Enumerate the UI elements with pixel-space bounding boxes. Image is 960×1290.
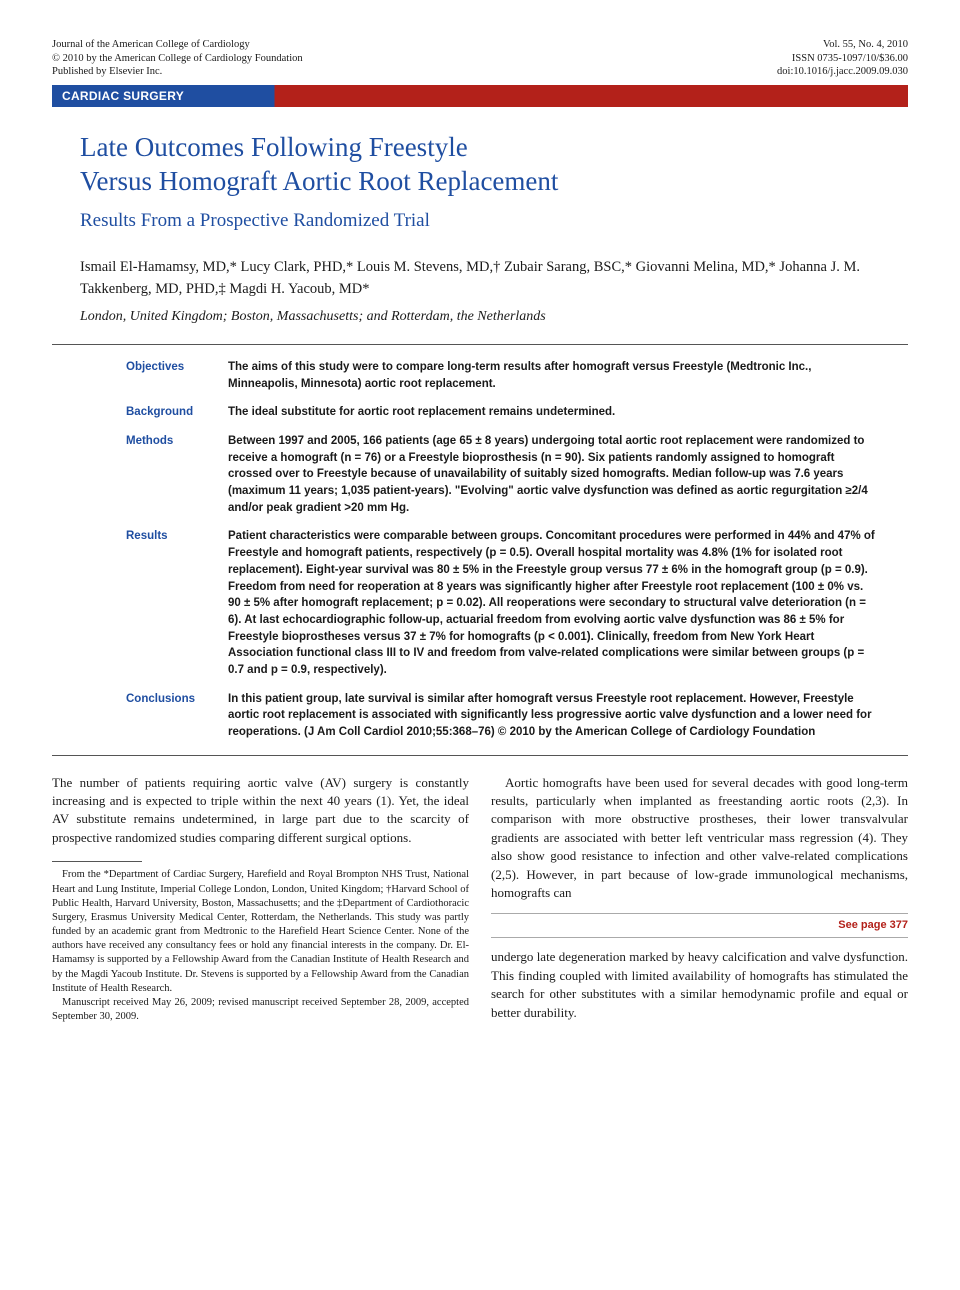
abstract-text: Between 1997 and 2005, 166 patients (age… — [228, 433, 878, 516]
divider — [52, 344, 908, 345]
author-list: Ismail El-Hamamsy, MD,* Lucy Clark, PHD,… — [52, 257, 908, 301]
abstract-label: Conclusions — [126, 691, 228, 741]
body-column-left: The number of patients requiring aortic … — [52, 774, 469, 1025]
abstract-text: The aims of this study were to compare l… — [228, 359, 878, 392]
abstract-label: Methods — [126, 433, 228, 516]
abstract-row-background: Background The ideal substitute for aort… — [126, 404, 878, 421]
abstract-row-objectives: Objectives The aims of this study were t… — [126, 359, 878, 392]
abstract-text: In this patient group, late survival is … — [228, 691, 878, 741]
journal-header: Journal of the American College of Cardi… — [52, 38, 908, 79]
abstract-text: The ideal substitute for aortic root rep… — [228, 404, 878, 421]
abstract-label: Objectives — [126, 359, 228, 392]
divider — [52, 755, 908, 756]
publisher-line: Published by Elsevier Inc. — [52, 65, 303, 79]
footnote-paragraph: From the *Department of Cardiac Surgery,… — [52, 868, 469, 996]
body-column-right: Aortic homografts have been used for sev… — [491, 774, 908, 1025]
abstract-row-conclusions: Conclusions In this patient group, late … — [126, 691, 878, 741]
body-text: The number of patients requiring aortic … — [52, 774, 908, 1025]
doi: doi:10.1016/j.jacc.2009.09.030 — [777, 65, 908, 79]
abstract-row-results: Results Patient characteristics were com… — [126, 528, 878, 678]
article-subtitle: Results From a Prospective Randomized Tr… — [52, 208, 908, 235]
volume-issue: Vol. 55, No. 4, 2010 — [777, 38, 908, 52]
category-band: CARDIAC SURGERY — [52, 85, 908, 107]
journal-name: Journal of the American College of Cardi… — [52, 38, 303, 52]
footnote-separator — [52, 861, 142, 862]
body-paragraph: Aortic homografts have been used for sev… — [491, 774, 908, 903]
abstract-label: Background — [126, 404, 228, 421]
see-page-callout[interactable]: See page 377 — [491, 913, 908, 939]
affiliations: London, United Kingdom; Boston, Massachu… — [52, 307, 908, 327]
journal-header-right: Vol. 55, No. 4, 2010 ISSN 0735-1097/10/$… — [777, 38, 908, 79]
body-paragraph: undergo late degeneration marked by heav… — [491, 948, 908, 1022]
issn: ISSN 0735-1097/10/$36.00 — [777, 52, 908, 66]
abstract-row-methods: Methods Between 1997 and 2005, 166 patie… — [126, 433, 878, 516]
journal-header-left: Journal of the American College of Cardi… — [52, 38, 303, 79]
body-paragraph: The number of patients requiring aortic … — [52, 774, 469, 848]
structured-abstract: Objectives The aims of this study were t… — [52, 359, 908, 740]
author-footnotes: From the *Department of Cardiac Surgery,… — [52, 868, 469, 1024]
category-label: CARDIAC SURGERY — [52, 88, 184, 105]
article-title: Late Outcomes Following Freestyle Versus… — [52, 131, 908, 199]
copyright-line: © 2010 by the American College of Cardio… — [52, 52, 303, 66]
abstract-label: Results — [126, 528, 228, 678]
abstract-text: Patient characteristics were comparable … — [228, 528, 878, 678]
footnote-paragraph: Manuscript received May 26, 2009; revise… — [52, 996, 469, 1024]
